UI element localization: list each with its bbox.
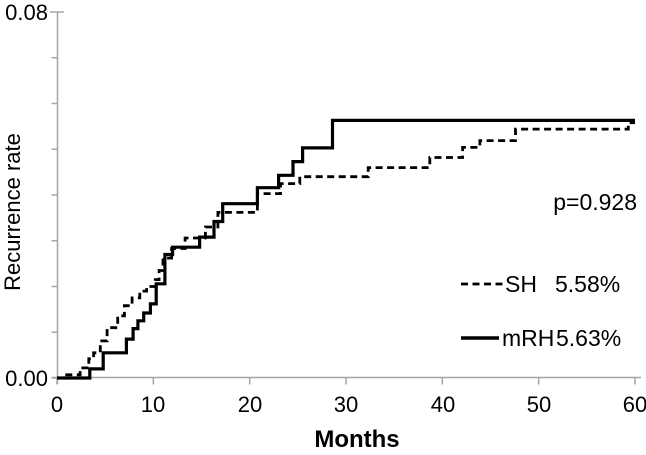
x-tick-label-40: 40 [431, 392, 455, 417]
x-tick-label-10: 10 [141, 392, 165, 417]
legend-entry-sh: SH 5.58% [461, 271, 620, 297]
y-axis-max-label: 0.08 [5, 0, 48, 25]
x-tick-label-60: 60 [623, 392, 646, 417]
x-tick-label-30: 30 [334, 392, 358, 417]
y-axis-min-label: 0.00 [5, 366, 48, 391]
x-tick-label-50: 50 [527, 392, 551, 417]
x-tick-label-0: 0 [51, 392, 63, 417]
legend: SH 5.58% mRH 5.63% [461, 271, 621, 351]
sh-curve [57, 121, 635, 380]
x-tick-label-20: 20 [238, 392, 262, 417]
legend-entry-mrh: mRH 5.63% [461, 325, 621, 351]
curves [57, 118, 635, 380]
mrh-curve [57, 118, 635, 380]
x-axis-title: Months [314, 426, 399, 453]
legend-label-mrh: mRH [502, 325, 554, 351]
legend-value-mrh: 5.63% [556, 325, 621, 351]
legend-label-sh: SH [505, 271, 537, 297]
legend-value-sh: 5.58% [555, 271, 620, 297]
y-axis-title: Recurrence rate [0, 133, 25, 291]
p-value-annotation: p=0.928 [553, 189, 637, 215]
